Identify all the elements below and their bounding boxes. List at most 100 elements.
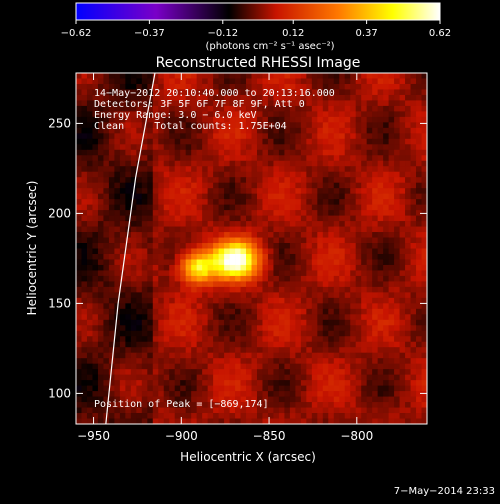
- heatmap-cell: [130, 308, 137, 315]
- heatmap-cell: [103, 314, 110, 321]
- heatmap-cell: [289, 215, 296, 222]
- heatmap-cell: [273, 275, 280, 282]
- heatmap-cell: [421, 221, 427, 227]
- heatmap-cell: [174, 270, 181, 277]
- heatmap-cell: [295, 122, 302, 129]
- heatmap-cell: [152, 325, 159, 332]
- heatmap-cell: [421, 73, 427, 79]
- heatmap-cell: [81, 385, 88, 392]
- heatmap-cell: [136, 89, 143, 96]
- heatmap-cell: [240, 303, 247, 310]
- heatmap-cell: [355, 380, 362, 387]
- heatmap-cell: [383, 248, 390, 255]
- heatmap-cell: [355, 418, 362, 424]
- heatmap-cell: [284, 111, 291, 118]
- heatmap-cell: [366, 160, 373, 167]
- heatmap-cell: [262, 210, 269, 216]
- heatmap-cell: [174, 347, 181, 354]
- heatmap-cell: [229, 336, 236, 343]
- heatmap-cell: [125, 160, 132, 167]
- heatmap-cell: [202, 325, 209, 332]
- heatmap-cell: [267, 171, 274, 178]
- heatmap-cell: [383, 100, 390, 107]
- heatmap-cell: [317, 286, 324, 293]
- heatmap-cell: [114, 374, 121, 381]
- heatmap-cell: [388, 105, 395, 112]
- heatmap-cell: [388, 303, 395, 310]
- heatmap-cell: [306, 286, 313, 293]
- heatmap-cell: [174, 182, 181, 189]
- heatmap-cell: [322, 78, 329, 85]
- heatmap-cell: [191, 352, 198, 359]
- heatmap-cell: [246, 204, 252, 211]
- heatmap-cell: [284, 352, 291, 359]
- heatmap-cell: [196, 199, 203, 206]
- heatmap-cell: [103, 402, 110, 408]
- heatmap-cell: [169, 138, 176, 145]
- heatmap-cell: [317, 330, 324, 337]
- heatmap-cell: [388, 270, 395, 277]
- heatmap-cell: [163, 336, 170, 343]
- heatmap-cell: [267, 210, 274, 216]
- heatmap-cell: [355, 253, 362, 260]
- heatmap-cell: [284, 259, 291, 266]
- heatmap-cell: [388, 330, 395, 337]
- heatmap-cell: [311, 259, 318, 266]
- heatmap-cell: [169, 281, 176, 288]
- heatmap-cell: [180, 264, 187, 271]
- heatmap-cell: [344, 160, 351, 167]
- heatmap-cell: [256, 314, 263, 321]
- heatmap-cell: [273, 105, 280, 112]
- heatmap-cell: [191, 100, 198, 107]
- heatmap-cell: [388, 83, 395, 90]
- heatmap-cell: [86, 385, 93, 392]
- heatmap-cell: [284, 407, 291, 414]
- heatmap-cell: [218, 292, 225, 299]
- heatmap-cell: [191, 336, 198, 343]
- heatmap-cell: [202, 330, 209, 337]
- heatmap-cell: [169, 391, 176, 397]
- heatmap-cell: [97, 193, 104, 200]
- heatmap-cell: [306, 133, 313, 140]
- heatmap-cell: [355, 182, 362, 189]
- heatmap-cell: [125, 319, 132, 326]
- heatmap-cell: [355, 215, 362, 222]
- heatmap-cell: [416, 402, 422, 408]
- heatmap-cell: [169, 358, 176, 365]
- heatmap-cell: [383, 325, 390, 332]
- heatmap-cell: [333, 193, 340, 200]
- heatmap-cell: [317, 319, 324, 326]
- heatmap-cell: [416, 144, 422, 151]
- heatmap-cell: [405, 210, 411, 216]
- heatmap-cell: [152, 73, 159, 79]
- heatmap-cell: [81, 210, 88, 216]
- heatmap-cell: [97, 243, 104, 249]
- heatmap-cell: [125, 221, 132, 227]
- heatmap-cell: [289, 83, 296, 90]
- heatmap-cell: [267, 226, 274, 233]
- heatmap-cell: [289, 243, 296, 249]
- heatmap-cell: [267, 253, 274, 260]
- heatmap-cell: [361, 116, 368, 123]
- heatmap-cell: [141, 402, 148, 408]
- heatmap-cell: [108, 347, 115, 354]
- heatmap-cell: [180, 73, 187, 79]
- heatmap-cell: [246, 253, 252, 260]
- heatmap-cell: [240, 105, 247, 112]
- heatmap-cell: [295, 396, 302, 403]
- heatmap-cell: [262, 407, 269, 414]
- heatmap-cell: [169, 402, 176, 408]
- heatmap-cell: [92, 270, 99, 277]
- heatmap-cell: [256, 111, 263, 118]
- heatmap-cell: [103, 347, 110, 354]
- heatmap-cell: [108, 308, 115, 315]
- heatmap-cell: [328, 363, 335, 370]
- heatmap-cell: [377, 330, 384, 337]
- heatmap-cell: [235, 363, 241, 370]
- heatmap-cell: [229, 177, 236, 184]
- heatmap-cell: [207, 341, 214, 348]
- heatmap-cell: [119, 138, 126, 145]
- heatmap-cell: [196, 138, 203, 145]
- heatmap-cell: [196, 111, 203, 118]
- heatmap-cell: [366, 78, 373, 85]
